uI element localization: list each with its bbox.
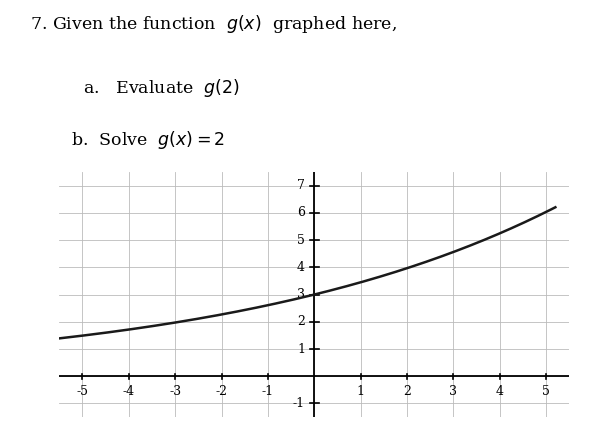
Text: 5: 5 (297, 233, 305, 246)
Text: 2: 2 (403, 385, 411, 398)
Text: 1: 1 (356, 385, 365, 398)
Text: 7. Given the function  $g(x)$  graphed here,: 7. Given the function $g(x)$ graphed her… (30, 13, 397, 35)
Text: 7: 7 (297, 179, 305, 192)
Text: b.  Solve  $g(x)=2$: b. Solve $g(x)=2$ (71, 129, 225, 151)
Text: -5: -5 (76, 385, 88, 398)
Text: 5: 5 (542, 385, 550, 398)
Text: 1: 1 (297, 343, 305, 356)
Text: -4: -4 (123, 385, 135, 398)
Text: 2: 2 (297, 315, 305, 328)
Text: 3: 3 (449, 385, 457, 398)
Text: -3: -3 (169, 385, 181, 398)
Text: 6: 6 (297, 206, 305, 219)
Text: a.   Evaluate  $g(2)$: a. Evaluate $g(2)$ (83, 77, 240, 99)
Text: 4: 4 (297, 261, 305, 274)
Text: -1: -1 (262, 385, 274, 398)
Text: 4: 4 (496, 385, 503, 398)
Text: 3: 3 (297, 288, 305, 301)
Text: -2: -2 (216, 385, 228, 398)
Text: -1: -1 (293, 397, 305, 410)
